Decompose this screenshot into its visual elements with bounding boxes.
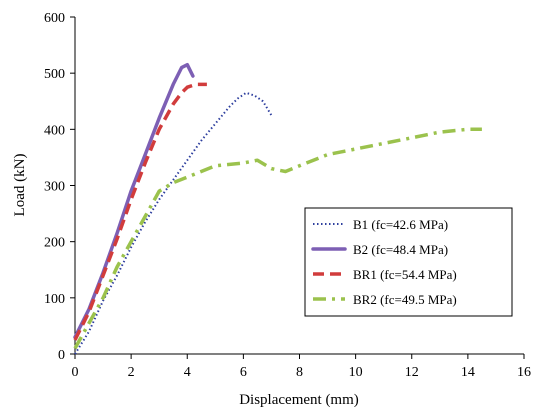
y-tick-label: 100	[44, 292, 65, 307]
legend-label: BR1 (fc=54.4 MPa)	[353, 267, 457, 282]
y-tick-label: 600	[44, 11, 65, 26]
x-axis-label: Displacement (mm)	[239, 392, 359, 408]
y-axis-label: Load (kN)	[12, 154, 28, 217]
x-tick-labels: 0 2 4 6 8 10 12 14 16	[72, 365, 532, 380]
legend: B1 (fc=42.6 MPa) B2 (fc=48.4 MPa) BR1 (fc=…	[304, 207, 513, 317]
x-tick-label: 2	[128, 365, 135, 380]
x-tick-label: 14	[461, 365, 475, 380]
x-tick-label: 8	[296, 365, 303, 380]
legend-label: B1 (fc=42.6 MPa)	[353, 217, 448, 232]
x-tick-label: 16	[517, 365, 531, 380]
series-line-br1	[73, 82, 207, 341]
legend-label: B2 (fc=48.4 MPa)	[353, 242, 448, 257]
y-tick-label: 0	[58, 348, 65, 363]
y-tick-label: 200	[44, 236, 65, 251]
series-line-b1	[74, 91, 273, 355]
y-tick-labels: 0 100 200 300 400 500 600	[44, 11, 65, 363]
x-tick-label: 6	[240, 365, 247, 380]
y-tick-label: 300	[44, 180, 65, 195]
x-tick-label: 12	[405, 365, 419, 380]
x-tick-label: 0	[72, 365, 79, 380]
legend-box	[304, 207, 513, 317]
x-tick-label: 10	[349, 365, 363, 380]
y-tick-label: 500	[44, 67, 65, 82]
x-tick-label: 4	[184, 365, 191, 380]
series-line-b2	[73, 62, 195, 339]
plot-axes	[70, 16, 525, 359]
series-line-br2	[73, 127, 482, 350]
series-lines	[73, 62, 482, 355]
y-tick-label: 400	[44, 123, 65, 138]
legend-label: BR2 (fc=49.5 MPa)	[353, 292, 457, 307]
